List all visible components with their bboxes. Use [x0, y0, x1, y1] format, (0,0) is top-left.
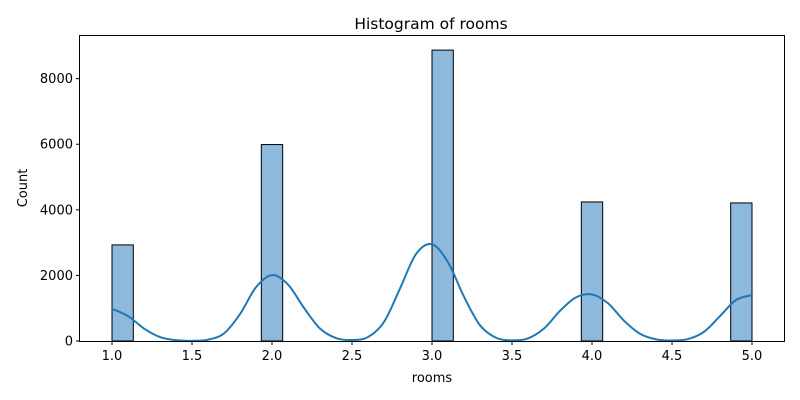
bars-group: [111, 49, 753, 342]
histogram-bar: [111, 244, 134, 342]
y-axis-label: Count: [16, 169, 31, 208]
x-tick-label: 4.0: [582, 349, 603, 364]
x-tick-label: 3.0: [422, 349, 443, 364]
y-axis: 0 2000 4000 6000 8000: [40, 72, 80, 350]
histogram-bar: [730, 202, 753, 342]
histogram-bar: [580, 201, 604, 342]
histogram-bar: [260, 144, 284, 342]
y-tick-label: 6000: [40, 138, 73, 153]
x-tick-label: 2.0: [262, 349, 283, 364]
y-tick-label: 8000: [40, 72, 73, 87]
x-tick-label: 4.5: [662, 349, 683, 364]
y-tick-label: 0: [65, 335, 73, 350]
x-axis: 1.0 1.5 2.0 2.5 3.0 3.5 4.0 4.5 5.0: [102, 341, 763, 364]
kde-line: [111, 242, 753, 342]
x-axis-label: rooms: [412, 371, 453, 386]
y-tick-label: 4000: [40, 203, 73, 218]
chart-title: Histogram of rooms: [354, 15, 507, 33]
x-tick-label: 1.5: [182, 349, 203, 364]
x-tick-label: 5.0: [742, 349, 763, 364]
x-tick-label: 2.5: [342, 349, 363, 364]
y-tick-label: 2000: [40, 269, 73, 284]
x-tick-label: 1.0: [102, 349, 123, 364]
histogram-bar: [431, 49, 454, 342]
x-tick-label: 3.5: [502, 349, 523, 364]
